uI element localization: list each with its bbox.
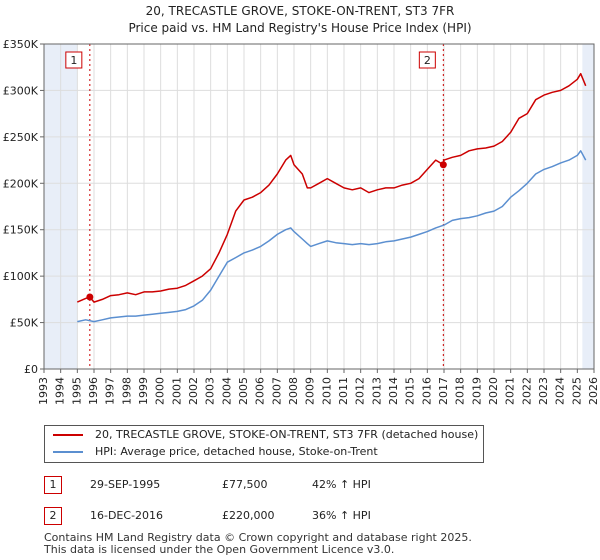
x-tick-label: 2017 bbox=[437, 377, 450, 405]
x-tick-label: 2006 bbox=[254, 377, 267, 405]
sale-point-1 bbox=[86, 293, 94, 301]
y-tick-label: £50K bbox=[10, 317, 39, 330]
legend-item-hpi: HPI: Average price, detached house, Stok… bbox=[53, 445, 378, 461]
x-tick-label: 2026 bbox=[587, 377, 600, 405]
y-tick-label: £350K bbox=[3, 38, 39, 51]
y-tick-label: £300K bbox=[3, 84, 39, 97]
x-tick-label: 2007 bbox=[270, 377, 283, 405]
x-tick-label: 2011 bbox=[337, 377, 350, 405]
sale-price-1: £77,500 bbox=[222, 478, 268, 491]
x-tick-label: 2005 bbox=[237, 377, 250, 405]
x-tick-label: 1994 bbox=[54, 377, 67, 405]
chart-subtitle: Price paid vs. HM Land Registry's House … bbox=[128, 21, 472, 35]
x-tick-label: 2022 bbox=[520, 377, 533, 405]
legend-label-property: 20, TRECASTLE GROVE, STOKE-ON-TRENT, ST3… bbox=[95, 428, 479, 441]
y-tick-label: £200K bbox=[3, 177, 39, 190]
x-tick-label: 1999 bbox=[137, 377, 150, 405]
series-lines bbox=[76, 72, 587, 323]
x-tick-label: 2018 bbox=[454, 377, 467, 405]
x-tick-label: 1998 bbox=[120, 377, 133, 405]
sale-date-2: 16-DEC-2016 bbox=[90, 509, 164, 522]
x-tick-label: 2025 bbox=[570, 377, 583, 405]
sale-point-2 bbox=[439, 161, 447, 169]
x-tick-label: 2020 bbox=[487, 377, 500, 405]
sale-box-label-2: 2 bbox=[424, 54, 431, 67]
x-tick-label: 2004 bbox=[220, 377, 233, 405]
shaded-ranges bbox=[44, 44, 594, 369]
x-tick-label: 2019 bbox=[470, 377, 483, 405]
x-tick-label: 2008 bbox=[287, 377, 300, 405]
x-tick-label: 2024 bbox=[554, 377, 567, 405]
shaded-range-1 bbox=[582, 44, 594, 369]
x-tick-label: 2021 bbox=[504, 377, 517, 405]
sale-hpi-1: 42% ↑ HPI bbox=[312, 478, 371, 491]
legend-swatch-property bbox=[53, 434, 83, 436]
x-tick-label: 2002 bbox=[187, 377, 200, 405]
x-tick-label: 2014 bbox=[387, 377, 400, 405]
legend: 20, TRECASTLE GROVE, STOKE-ON-TRENT, ST3… bbox=[44, 425, 484, 463]
sale-box-label-1: 1 bbox=[70, 54, 77, 67]
sale-vlines bbox=[89, 44, 444, 369]
chart-title: 20, TRECASTLE GROVE, STOKE-ON-TRENT, ST3… bbox=[145, 4, 455, 18]
x-tick-label: 2016 bbox=[420, 377, 433, 405]
plot-frame bbox=[43, 43, 595, 370]
legend-item-property: 20, TRECASTLE GROVE, STOKE-ON-TRENT, ST3… bbox=[53, 428, 478, 444]
footer-copyright: Contains HM Land Registry data © Crown c… bbox=[44, 531, 472, 544]
sale-box-1 bbox=[65, 51, 83, 69]
x-tick-label: 2012 bbox=[354, 377, 367, 405]
x-tick-label: 2010 bbox=[320, 377, 333, 405]
gridlines bbox=[43, 43, 595, 370]
y-tick-label: £100K bbox=[3, 270, 39, 283]
series-line-hpi bbox=[77, 150, 587, 323]
axis-ticks: £0 £50K £100K £150K £200K £250K £300K £350K 1993… bbox=[3, 38, 600, 405]
x-tick-label: 2001 bbox=[170, 377, 183, 405]
sale-price-2: £220,000 bbox=[222, 509, 275, 522]
y-tick-label: £150K bbox=[3, 224, 39, 237]
sale-badge-1: 1 bbox=[44, 476, 62, 494]
x-tick-label: 2000 bbox=[154, 377, 167, 405]
x-tick-label: 1996 bbox=[87, 377, 100, 405]
x-tick-label: 1997 bbox=[104, 377, 117, 405]
sale-hpi-2: 36% ↑ HPI bbox=[312, 509, 371, 522]
sale-date-1: 29-SEP-1995 bbox=[90, 478, 161, 491]
sale-badge-2: 2 bbox=[44, 507, 62, 525]
x-tick-label: 1995 bbox=[70, 377, 83, 405]
x-tick-label: 2009 bbox=[304, 377, 317, 405]
sale-box-2 bbox=[418, 51, 436, 69]
series-line-property bbox=[76, 72, 587, 303]
x-tick-label: 2003 bbox=[204, 377, 217, 405]
x-tick-label: 1993 bbox=[37, 377, 50, 405]
legend-label-hpi: HPI: Average price, detached house, Stok… bbox=[95, 445, 378, 458]
x-tick-label: 2015 bbox=[404, 377, 417, 405]
x-tick-label: 2023 bbox=[537, 377, 550, 405]
y-tick-label: £0 bbox=[24, 363, 38, 376]
legend-swatch-hpi bbox=[53, 451, 83, 453]
footer-licence: This data is licensed under the Open Gov… bbox=[44, 543, 395, 556]
x-tick-label: 2013 bbox=[370, 377, 383, 405]
y-tick-label: £250K bbox=[3, 131, 39, 144]
